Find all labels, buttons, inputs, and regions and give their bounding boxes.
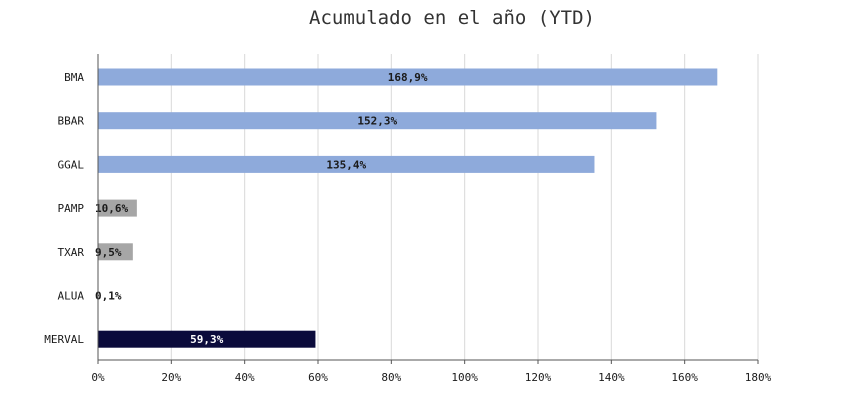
x-tick-label: 160%: [671, 371, 698, 384]
category-label: BBAR: [58, 115, 85, 128]
x-axis-tick-labels: 0% 20% 40% 60% 80% 100% 120% 140% 160% 180%: [91, 371, 771, 384]
x-tick-label: 20%: [161, 371, 181, 384]
bar-merval: [98, 330, 316, 348]
data-label: 10,6%: [95, 202, 128, 215]
x-tick-label: 180%: [745, 371, 772, 384]
x-tick-label: 120%: [525, 371, 552, 384]
bar-bma: [98, 68, 718, 86]
bar-bbar: [98, 112, 657, 130]
chart-title: Acumulado en el año (YTD): [309, 7, 595, 29]
category-label: MERVAL: [44, 333, 84, 346]
x-tick-label: 100%: [451, 371, 478, 384]
data-label: 135,4%: [326, 158, 366, 171]
x-tick-label: 60%: [308, 371, 328, 384]
data-label: 168,9%: [388, 71, 428, 84]
category-label: ALUA: [58, 290, 85, 303]
bars: [98, 68, 718, 348]
gridlines: [97, 54, 759, 364]
category-label: PAMP: [58, 202, 85, 215]
category-label: BMA: [64, 71, 84, 84]
data-label: 0,1%: [95, 290, 122, 303]
data-label: 59,3%: [190, 333, 223, 346]
data-labels: 168,9% 152,3% 135,4% 10,6% 9,5% 0,1% 59,3%: [95, 71, 428, 346]
x-tick-label: 0%: [91, 371, 105, 384]
category-label: TXAR: [58, 246, 85, 259]
bar-ggal: [98, 155, 595, 173]
data-label: 152,3%: [357, 115, 397, 128]
category-labels: BMA BBAR GGAL PAMP TXAR ALUA MERVAL: [44, 71, 84, 346]
bar-pamp: [98, 199, 137, 217]
bar-txar: [98, 243, 133, 261]
x-tick-label: 140%: [598, 371, 625, 384]
x-tick-label: 40%: [235, 371, 255, 384]
category-label: GGAL: [58, 158, 85, 171]
x-tick-label: 80%: [381, 371, 401, 384]
data-label: 9,5%: [95, 246, 122, 259]
